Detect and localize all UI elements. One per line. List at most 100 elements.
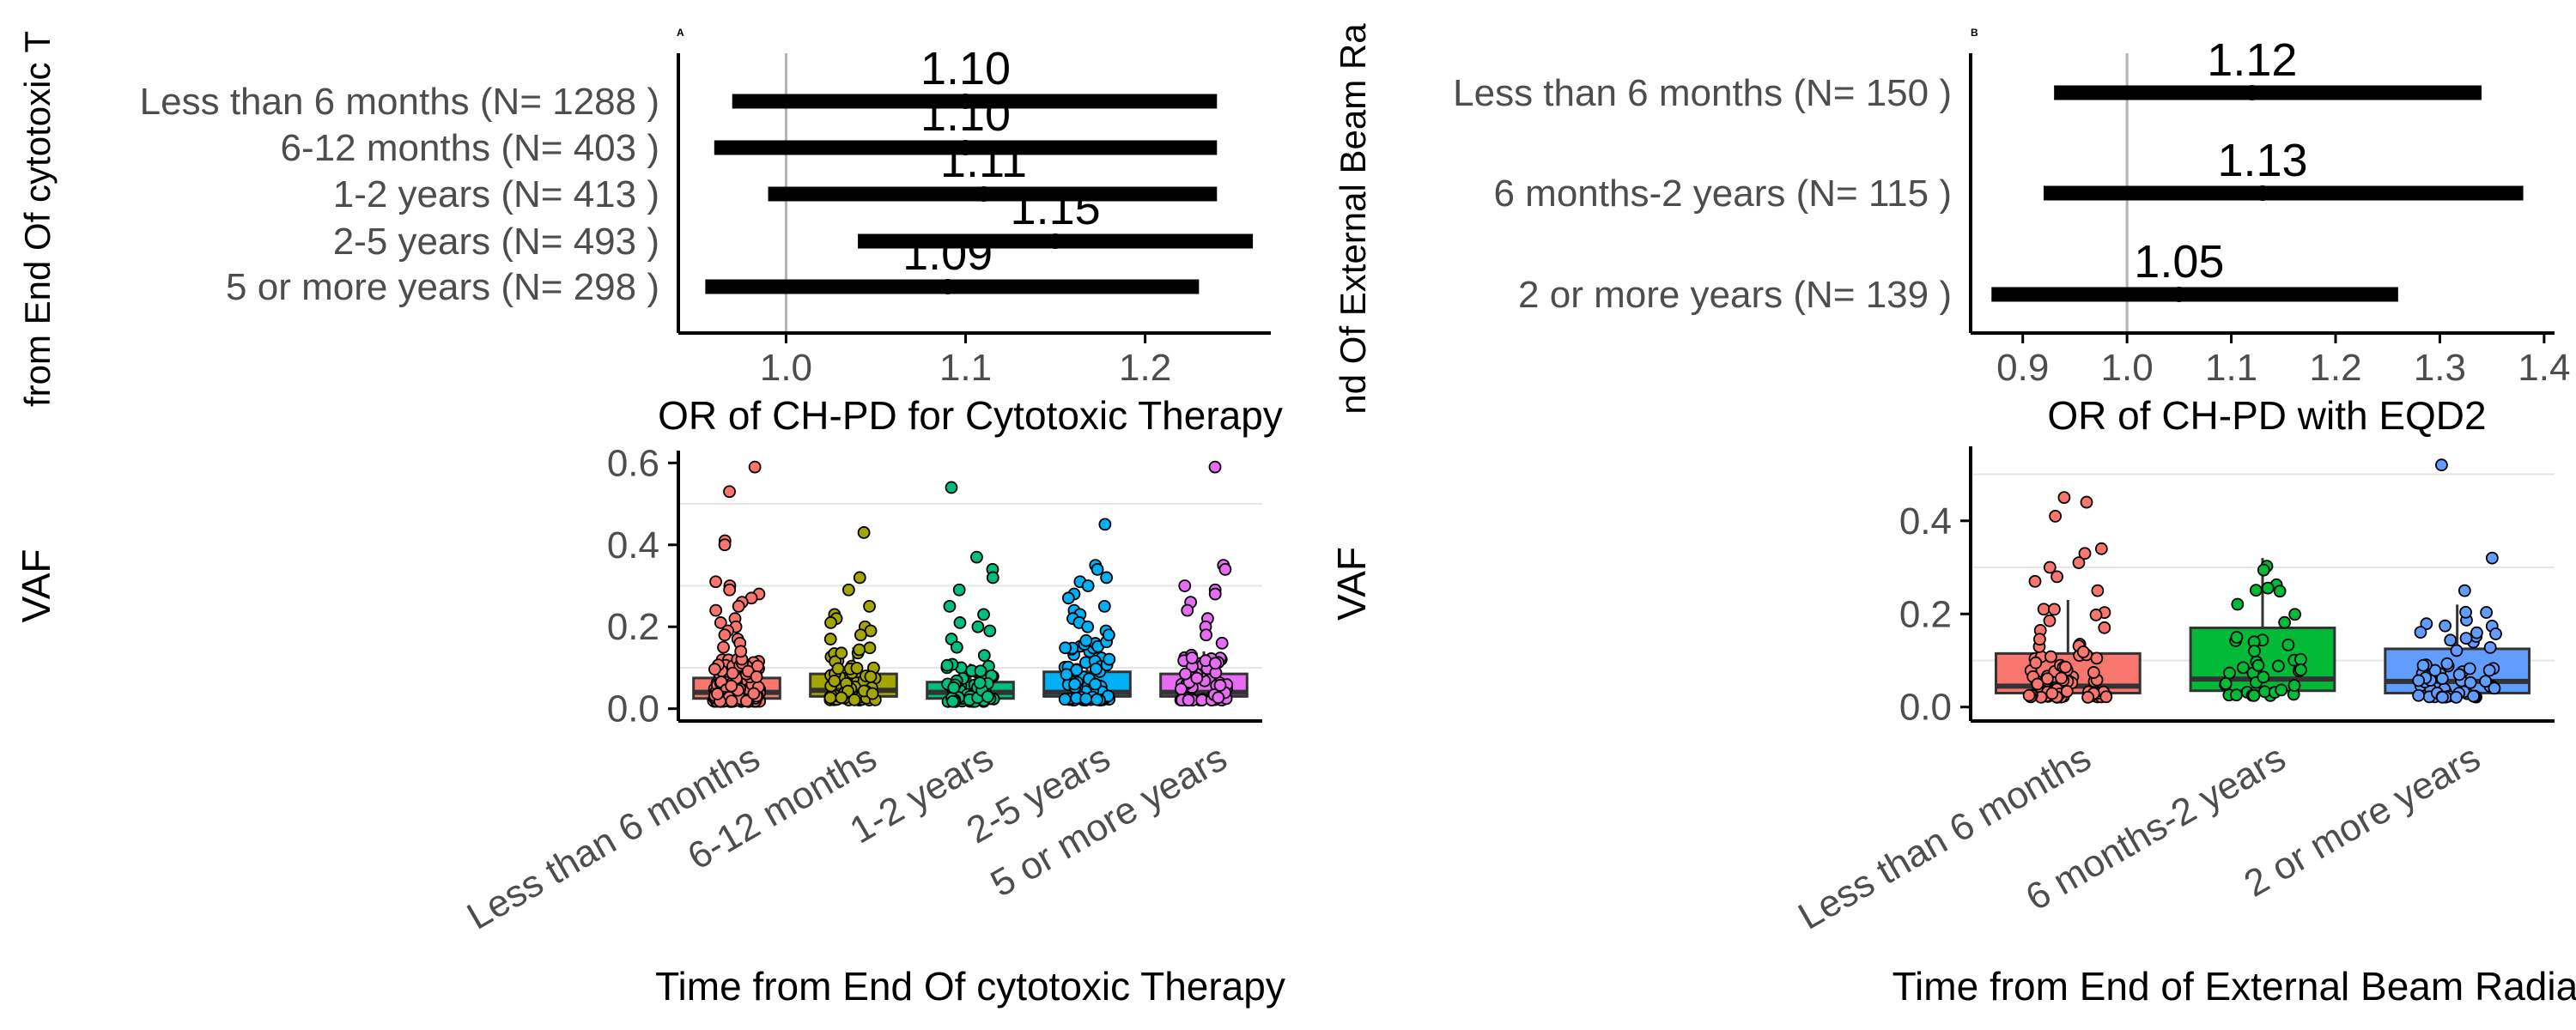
data-point (2032, 633, 2046, 646)
x-tick-label: 1.4 (2518, 347, 2570, 389)
data-point (714, 616, 727, 629)
data-point (841, 583, 855, 597)
data-point (983, 624, 997, 638)
panel-a-yaxis-label: from End Of cytotoxic T (17, 31, 58, 407)
data-point (2412, 688, 2426, 702)
data-point (828, 674, 841, 688)
data-point (977, 608, 990, 621)
x-axis-title: OR of CH-PD for Cytotoxic Therapy (658, 393, 1283, 438)
data-point (2463, 662, 2476, 676)
row-label: 5 or more years (N= 298 ) (226, 266, 659, 308)
data-point (974, 664, 987, 678)
data-point (2488, 682, 2501, 695)
x-axis-title: OR of CH-PD with EQD2 (2047, 393, 2486, 438)
data-point (2029, 656, 2043, 670)
data-point (2480, 606, 2494, 619)
data-point (2485, 551, 2499, 565)
data-point (940, 658, 954, 672)
x-tick-label: 0.9 (1996, 347, 2049, 389)
or-point (2171, 287, 2187, 302)
data-point (1190, 671, 1204, 685)
data-point (1068, 677, 1081, 691)
data-point (726, 666, 739, 680)
data-point (1175, 682, 1188, 696)
data-point (2081, 690, 2094, 704)
data-point (2452, 668, 2466, 682)
or-point (2255, 185, 2270, 201)
data-point (1179, 667, 1192, 681)
data-point (863, 641, 877, 655)
y-tick-label: 0.2 (607, 606, 659, 648)
data-point (2428, 663, 2442, 677)
forest-plot-a: 1.10 Less than 6 months (N= 1288 ) 1.10 6-1… (140, 43, 1283, 438)
data-point (2251, 658, 2265, 672)
x-tick-label: 1.2 (1119, 347, 1171, 389)
data-point (2076, 645, 2090, 658)
data-point (986, 571, 999, 585)
or-value-label: 1.09 (902, 228, 993, 280)
data-point (2049, 509, 2063, 523)
data-point (2464, 676, 2477, 689)
data-point (1178, 579, 1192, 592)
x-axis-title: Time from End Of cytotoxic Therapy (655, 964, 1285, 1009)
data-point (2045, 687, 2059, 700)
data-point (831, 662, 845, 676)
data-point (850, 661, 864, 675)
data-point (2257, 670, 2270, 684)
data-point (1103, 652, 1116, 666)
data-point (1060, 668, 1073, 682)
data-point (718, 538, 732, 552)
data-point (2248, 645, 2261, 657)
data-point (1091, 693, 1103, 706)
data-point (2060, 685, 2074, 698)
panel-b-tag: B (1971, 27, 1978, 39)
data-point (2467, 689, 2481, 703)
data-point (1079, 633, 1093, 647)
data-point (2078, 547, 2092, 560)
data-point (2294, 652, 2307, 666)
data-point (1218, 563, 1232, 576)
data-point (739, 694, 753, 708)
data-point (2043, 614, 2057, 627)
data-point (2231, 597, 2245, 611)
data-point (1212, 691, 1225, 705)
panel-a-tag: A (677, 27, 684, 39)
row-label: Less than 6 months (N= 150 ) (1453, 72, 1952, 114)
row-label: 2-5 years (N= 493 ) (333, 221, 659, 263)
data-point (2059, 660, 2072, 674)
data-point (2294, 663, 2307, 676)
data-point (857, 526, 871, 539)
or-value-label: 1.05 (2134, 236, 2224, 288)
data-point (2458, 584, 2471, 597)
data-point (2483, 640, 2497, 654)
data-point (747, 687, 761, 700)
data-point (2450, 690, 2463, 704)
or-value-label: 1.11 (940, 136, 1027, 187)
data-point (2091, 584, 2105, 597)
data-point (835, 646, 848, 660)
or-value-label: 1.15 (1011, 183, 1101, 234)
data-point (953, 616, 967, 629)
data-point (2435, 672, 2449, 685)
data-point (2450, 644, 2464, 657)
data-point (2281, 638, 2295, 651)
data-point (2230, 688, 2243, 702)
data-point (853, 571, 866, 585)
y-tick-label: 0.4 (607, 524, 659, 566)
data-point (1059, 641, 1072, 655)
row-label: 2 or more years (N= 139 ) (1518, 274, 1952, 316)
y-tick-label: 0.0 (607, 688, 659, 730)
or-value-label: 1.10 (920, 43, 1011, 94)
data-point (2470, 626, 2483, 639)
row-label: Less than 6 months (N= 1288 ) (140, 81, 659, 123)
row-label: 6 months-2 years (N= 115 ) (1493, 173, 1952, 215)
data-point (723, 583, 737, 597)
data-point (824, 616, 837, 629)
or-point (957, 140, 974, 155)
data-point (2249, 584, 2263, 597)
x-tick-label: 1.3 (2414, 347, 2466, 389)
data-point (1079, 692, 1093, 706)
data-point (945, 481, 958, 494)
